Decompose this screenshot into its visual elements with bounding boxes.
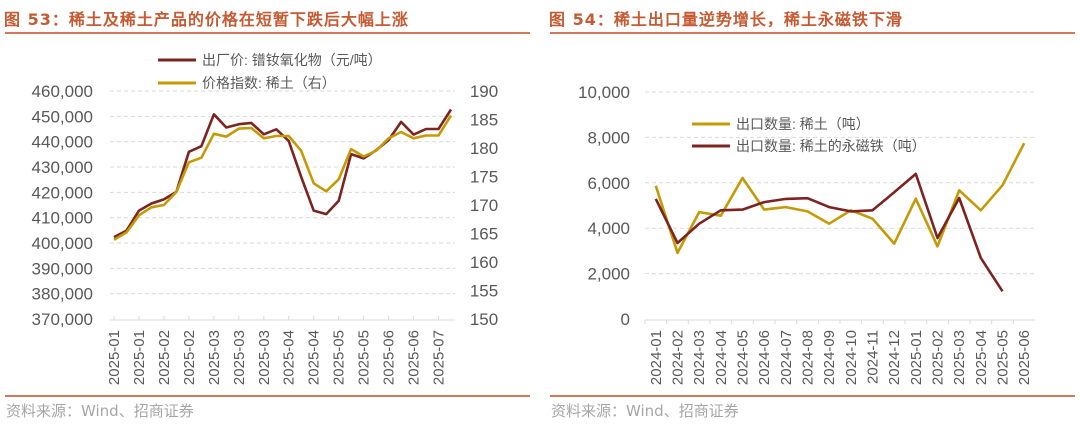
y-tick-label-left: 10,000 [578, 83, 630, 102]
x-tick-label: 2024-12 [886, 330, 903, 385]
y-tick-label-left: 6,000 [587, 174, 630, 193]
x-tick-label: 2025-05 [356, 330, 373, 385]
y-tick-label-left: 450,000 [32, 107, 93, 126]
y-tick-label-left: 0 [621, 310, 630, 329]
x-tick-label: 2025-04 [973, 330, 990, 385]
x-tick-label: 2025-02 [181, 330, 198, 385]
y-tick-label-right: 180 [470, 139, 498, 158]
y-tick-label-right: 175 [470, 168, 498, 187]
y-tick-label-left: 410,000 [32, 209, 93, 228]
y-tick-label-left: 4,000 [587, 219, 630, 238]
title-divider [5, 32, 530, 34]
legend-label: 价格指数: 稀土（右） [202, 75, 336, 91]
legend-label: 出厂价: 镨钕氧化物（元/吨） [202, 52, 382, 68]
y-tick-label-left: 400,000 [32, 234, 93, 253]
x-tick-label: 2025-02 [930, 330, 947, 385]
x-tick-label: 2025-04 [281, 330, 298, 385]
x-tick-label: 2024-11 [865, 330, 882, 384]
y-tick-label-right: 150 [470, 310, 498, 329]
series-line-2 [113, 114, 453, 241]
y-tick-label-left: 460,000 [32, 82, 93, 101]
y-tick-label-right: 155 [470, 282, 498, 301]
series-line-1 [654, 142, 1026, 255]
x-tick-label: 2025-01 [106, 330, 123, 385]
chart-title: 图 54：稀土出口量逆势增长，稀土永磁铁下滑 [549, 10, 903, 29]
x-tick-label: 2025-05 [995, 330, 1012, 385]
y-tick-label-left: 430,000 [32, 158, 93, 177]
x-tick-label: 2025-03 [231, 330, 248, 385]
y-tick-label-right: 160 [470, 253, 498, 272]
footer-divider [5, 395, 530, 397]
x-tick-label: 2025-03 [256, 330, 273, 385]
x-tick-label: 2024-06 [756, 330, 773, 385]
x-tick-label: 2024-01 [648, 330, 665, 385]
x-tick-label: 2024-05 [735, 330, 752, 385]
x-tick-label: 2025-06 [406, 330, 423, 385]
y-tick-label-left: 370,000 [32, 310, 93, 329]
chart-panel-54: 图 54：稀土出口量逆势增长，稀土永磁铁下滑 0 2,000 4,000 6,000 8… [545, 0, 1075, 428]
series-line-2 [654, 172, 1004, 293]
y-tick-label-left: 380,000 [32, 285, 93, 304]
y-tick-label-left: 8,000 [587, 128, 630, 147]
chart-53-svg: 370,000 380,000 390,000 400,000 410,000 420,0… [32, 52, 499, 385]
y-tick-label-right: 170 [470, 196, 498, 215]
y-tick-label-left: 420,000 [32, 183, 93, 202]
legend-label: 出口数量: 稀土（吨） [736, 116, 870, 132]
x-tick-label: 2025-03 [951, 330, 968, 385]
x-tick-label: 2024-02 [670, 330, 687, 385]
x-tick-label: 2025-01 [908, 330, 925, 385]
x-tick-label: 2025-02 [156, 330, 173, 385]
x-tick-label: 2024-03 [691, 330, 708, 385]
legend-label: 出口数量: 稀土的永磁铁（吨） [736, 138, 926, 154]
y-tick-label-right: 165 [470, 225, 498, 244]
title-divider [550, 32, 1075, 34]
y-tick-label-left: 2,000 [587, 265, 630, 284]
x-tick-label: 2024-07 [778, 330, 795, 385]
x-tick-label: 2024-10 [843, 330, 860, 385]
y-tick-label-right: 185 [470, 111, 498, 130]
x-tick-label: 2025-01 [131, 330, 148, 385]
y-tick-label-right: 190 [470, 82, 498, 101]
x-tick-label: 2025-03 [206, 330, 223, 385]
chart-title: 图 53：稀土及稀土产品的价格在短暂下跌后大幅上涨 [4, 10, 409, 29]
x-tick-label: 2025-05 [331, 330, 348, 385]
x-tick-label: 2024-09 [821, 330, 838, 385]
source-note: 资料来源：Wind、招商证券 [551, 402, 739, 420]
chart-panel-53: 图 53：稀土及稀土产品的价格在短暂下跌后大幅上涨 370,000 380,000… [0, 0, 530, 428]
x-tick-label: 2024-04 [713, 330, 730, 385]
x-tick-label: 2025-06 [381, 330, 398, 385]
x-tick-label: 2025-04 [306, 330, 323, 385]
x-tick-label: 2025-07 [431, 330, 448, 385]
x-tick-label: 2024-08 [800, 330, 817, 385]
source-note: 资料来源：Wind、招商证券 [6, 402, 194, 420]
x-tick-label: 2025-06 [1016, 330, 1033, 385]
y-tick-label-left: 440,000 [32, 133, 93, 152]
footer-divider [550, 395, 1075, 397]
chart-54-svg: 0 2,000 4,000 6,000 8,000 10,000 2024-01 2024-0… [578, 83, 1035, 385]
y-tick-label-left: 390,000 [32, 259, 93, 278]
